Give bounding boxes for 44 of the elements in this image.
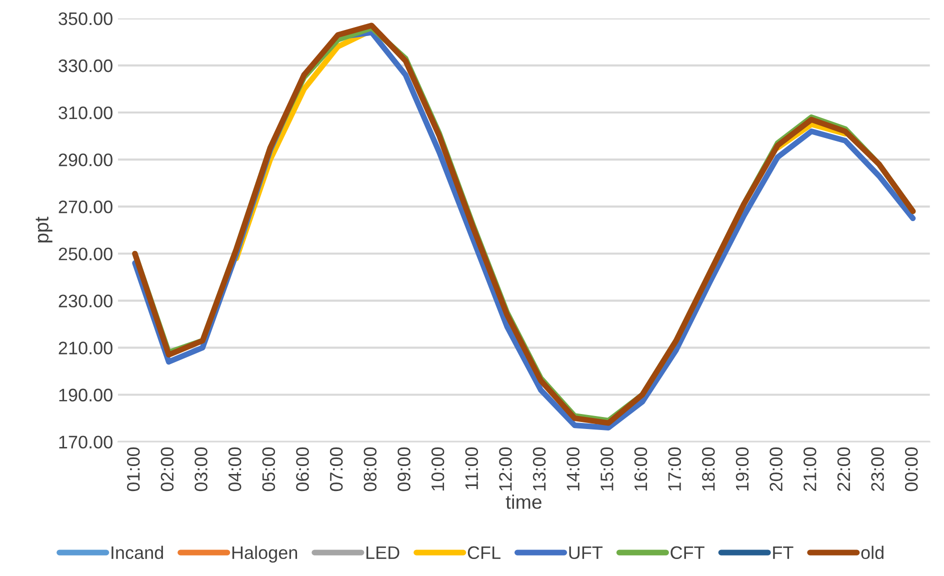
x-tick-label: 19:00	[736, 447, 749, 490]
legend-label: LED	[366, 546, 400, 559]
x-tick-label: 01:00	[126, 447, 140, 492]
x-tick-label: 11:00	[465, 447, 478, 490]
y-tick-label: 310.00	[58, 106, 112, 120]
x-tick-label: 20:00	[770, 447, 782, 491]
x-tick-label: 21:00	[804, 447, 816, 491]
x-tick-label: 16:00	[634, 447, 648, 490]
legend-label: CFL	[468, 546, 500, 560]
y-tick-label: 190.00	[59, 388, 112, 402]
y-tick-label: 250.00	[58, 248, 112, 260]
x-tick-label: 05:00	[262, 447, 276, 492]
y-tick-label: 330.00	[58, 59, 112, 72]
x-tick-label: 17:00	[668, 447, 681, 490]
x-tick-label: 07:00	[330, 447, 343, 492]
y-tick-label: 210.00	[58, 342, 112, 354]
x-tick-label: 10:00	[431, 447, 444, 490]
x-tick-label: 15:00	[600, 447, 614, 490]
legend-label: UFT	[569, 546, 603, 560]
y-tick-label: 350.00	[58, 12, 112, 26]
x-tick-label: 22:00	[837, 447, 850, 491]
y-tick-label: 290.00	[58, 153, 112, 166]
x-tick-label: 09:00	[398, 447, 410, 492]
x-tick-label: 00:00	[904, 447, 918, 492]
y-tick-label: 270.00	[58, 200, 112, 214]
x-tick-label: 18:00	[702, 447, 715, 490]
y-axis-title: ppt	[36, 216, 52, 242]
x-tick-label: 02:00	[160, 447, 174, 492]
y-tick-label: 170.00	[59, 436, 112, 449]
x-tick-label: 12:00	[499, 447, 512, 490]
x-axis-title: time	[506, 494, 542, 509]
legend-label: Incand	[112, 546, 163, 560]
x-tick-label: 04:00	[228, 447, 242, 492]
x-tick-label: 06:00	[296, 447, 309, 492]
x-tick-label: 14:00	[566, 447, 580, 490]
legend-label: CFT	[670, 546, 704, 560]
x-tick-label: 03:00	[194, 447, 208, 492]
legend-label: old	[861, 546, 884, 560]
x-tick-label: 13:00	[532, 447, 546, 490]
x-tick-label: 08:00	[364, 447, 377, 492]
legend-label: FT	[773, 546, 794, 559]
y-tick-label: 230.00	[58, 294, 112, 308]
x-tick-label: 23:00	[871, 447, 884, 491]
legend-label: Halogen	[232, 546, 298, 563]
